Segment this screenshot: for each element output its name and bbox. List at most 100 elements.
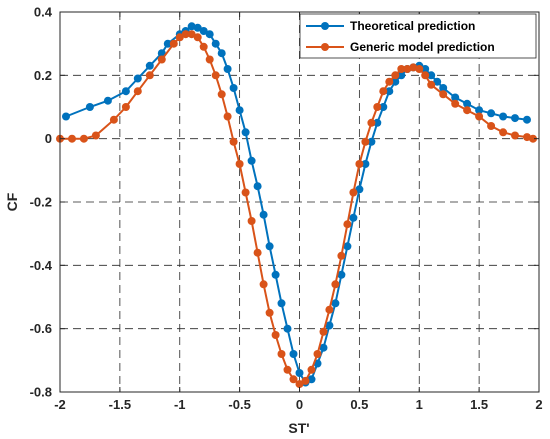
- data-point: [319, 327, 328, 336]
- legend-marker-generic: [321, 43, 329, 51]
- y-tick-label: -0.6: [30, 321, 52, 336]
- data-point: [295, 380, 304, 389]
- x-tick-label: 0: [296, 397, 303, 412]
- data-point: [379, 103, 388, 111]
- y-tick-label: -0.2: [30, 195, 52, 210]
- data-point: [277, 299, 286, 308]
- data-point: [307, 365, 316, 374]
- data-point: [157, 55, 166, 64]
- data-point: [163, 39, 172, 48]
- series-generic: [56, 30, 537, 389]
- tick-marks: [59, 11, 540, 393]
- x-tick-labels: -2 -1.5 -1 -0.5 0 0.5 1 1.5 2: [54, 397, 542, 412]
- data-point: [463, 106, 472, 115]
- data-point: [241, 188, 250, 197]
- data-point: [235, 160, 244, 168]
- x-axis-label: ST': [288, 420, 309, 436]
- data-point: [169, 39, 178, 48]
- data-point: [265, 308, 274, 317]
- y-tick-label: 0: [45, 131, 52, 146]
- legend-label-generic: Generic model prediction: [350, 40, 495, 54]
- data-point: [451, 93, 460, 102]
- data-point: [253, 248, 262, 257]
- data-point: [283, 324, 292, 333]
- data-point: [241, 128, 250, 137]
- data-point: [529, 134, 537, 143]
- data-point: [523, 133, 531, 142]
- data-point: [379, 87, 388, 96]
- data-point: [259, 210, 268, 219]
- data-point: [295, 369, 304, 377]
- data-point: [475, 106, 484, 115]
- data-point: [349, 188, 358, 197]
- data-point: [367, 118, 376, 127]
- data-point: [319, 343, 328, 352]
- data-point: [289, 375, 298, 384]
- data-point: [487, 122, 496, 130]
- data-point: [193, 33, 202, 42]
- data-point: [331, 299, 340, 308]
- data-point: [391, 71, 400, 80]
- y-tick-label: -0.8: [30, 385, 52, 400]
- data-point: [343, 242, 352, 251]
- data-point: [355, 160, 364, 168]
- data-point: [421, 71, 430, 80]
- data-point: [223, 65, 232, 73]
- data-point: [427, 71, 436, 80]
- data-point: [499, 128, 508, 137]
- data-point: [133, 87, 142, 96]
- data-point: [463, 99, 472, 108]
- data-point: [355, 185, 364, 194]
- data-point: [349, 213, 358, 222]
- data-point: [259, 280, 268, 289]
- data-point: [133, 74, 142, 83]
- data-point: [205, 30, 214, 39]
- series-theoretical: [62, 22, 531, 387]
- data-point: [385, 87, 394, 96]
- data-point: [229, 137, 238, 146]
- x-tick-label: -1.5: [109, 397, 131, 412]
- x-tick-label: 0.5: [350, 397, 368, 412]
- data-point: [68, 134, 76, 143]
- data-point: [145, 71, 154, 80]
- data-point: [247, 217, 256, 225]
- data-point: [403, 65, 412, 73]
- y-tick-label: 0.2: [34, 68, 52, 83]
- x-tick-label: -1: [174, 397, 186, 412]
- data-point: [247, 156, 256, 165]
- y-tick-label: 0.4: [34, 5, 53, 20]
- data-point: [235, 106, 244, 115]
- grid-lines: [60, 12, 539, 392]
- data-point: [337, 270, 346, 279]
- data-point: [451, 99, 460, 108]
- data-point: [211, 39, 220, 48]
- x-tick-label: 2: [535, 397, 542, 412]
- data-point: [523, 115, 531, 124]
- legend: Theoretical prediction Generic model pre…: [299, 13, 537, 59]
- y-tick-label: -0.4: [30, 258, 53, 273]
- legend-label-theoretical: Theoretical prediction: [350, 19, 475, 33]
- data-point: [223, 112, 232, 121]
- data-point: [109, 115, 118, 124]
- data-point: [409, 63, 418, 72]
- y-axis-label: CF: [4, 192, 20, 211]
- data-point: [301, 376, 310, 385]
- data-point: [283, 365, 292, 374]
- data-point: [421, 65, 430, 73]
- x-tick-label: -2: [54, 397, 66, 412]
- x-tick-label: 1.5: [470, 397, 488, 412]
- legend-box: [299, 13, 537, 59]
- data-point: [433, 77, 442, 86]
- data-point: [361, 137, 370, 146]
- data-point: [307, 375, 316, 384]
- data-point: [103, 96, 112, 105]
- data-point: [373, 118, 382, 127]
- data-point: [313, 350, 322, 358]
- data-point: [439, 84, 448, 92]
- data-point: [391, 77, 400, 86]
- y-tick-labels: -0.8 -0.6 -0.4 -0.2 0 0.2 0.4: [30, 5, 53, 400]
- data-point: [91, 131, 100, 140]
- data-point: [121, 103, 130, 111]
- x-tick-label: -0.5: [228, 397, 250, 412]
